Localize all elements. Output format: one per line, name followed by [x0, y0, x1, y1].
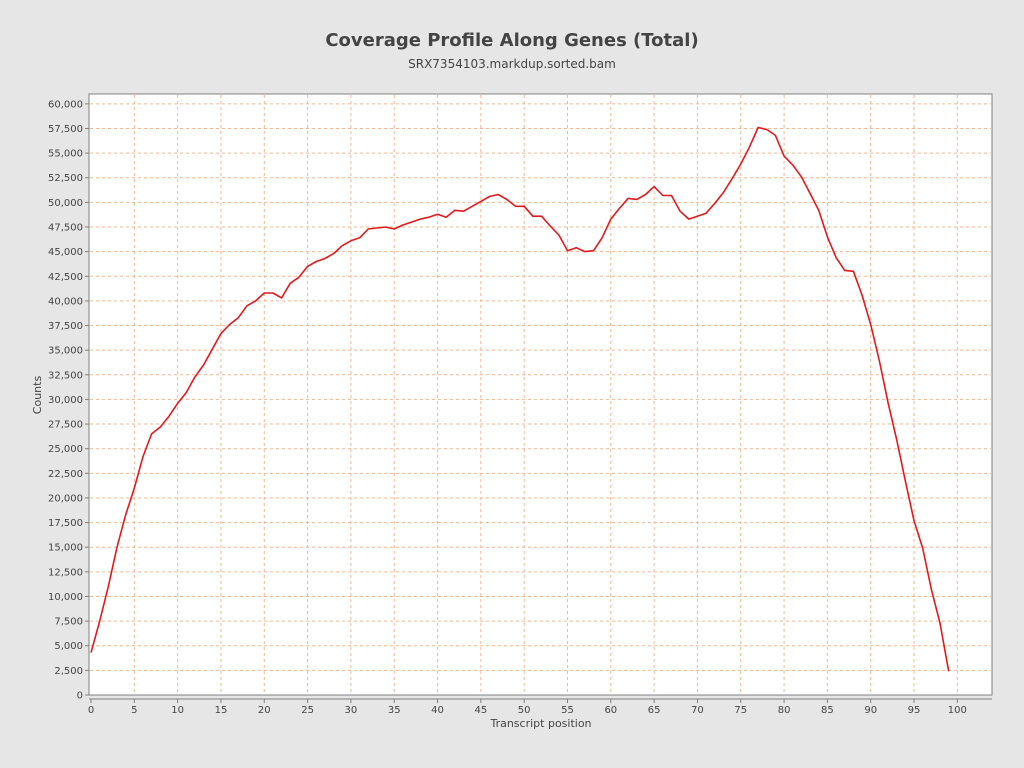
- x-tick-label: 70: [691, 705, 704, 716]
- x-tick-label: 60: [604, 705, 617, 716]
- y-tick-label: 5,000: [54, 641, 83, 652]
- chart-title: Coverage Profile Along Genes (Total): [325, 30, 699, 51]
- y-tick-label: 57,500: [48, 124, 83, 135]
- y-tick-label: 7,500: [54, 617, 83, 628]
- series-line-1: [90, 126, 950, 672]
- y-tick-label: 27,500: [48, 420, 83, 431]
- x-tick-label: 50: [518, 705, 531, 716]
- grid-lines: [90, 95, 992, 695]
- y-tick-label: 25,000: [48, 444, 83, 455]
- x-axis-label: Transcript position: [489, 717, 591, 730]
- x-tick-label: 95: [908, 705, 921, 716]
- y-tick-label: 50,000: [48, 198, 83, 209]
- y-tick-label: 55,000: [48, 149, 83, 160]
- x-tick-label: 35: [388, 705, 401, 716]
- series-layer: [90, 126, 950, 672]
- x-tick-label: 75: [734, 705, 747, 716]
- x-tick-label: 20: [258, 705, 271, 716]
- y-tick-label: 30,000: [48, 395, 83, 406]
- x-tick-label: 40: [431, 705, 444, 716]
- y-tick-label: 17,500: [48, 518, 83, 529]
- x-tick-label: 10: [171, 705, 184, 716]
- y-tick-label: 40,000: [48, 296, 83, 307]
- x-tick-label: 55: [561, 705, 574, 716]
- x-axis-ticks: 0 5 10 15 20 25 30 35 40 45 50 55 60 65 70 75 80 85 90 95 10…: [88, 699, 967, 716]
- x-tick-label: 25: [301, 705, 314, 716]
- y-axis-ticks: 0 2,500 5,000 7,500 10,000 12,500 15,000 17,500…: [48, 99, 89, 702]
- y-tick-label: 52,500: [48, 173, 83, 184]
- x-tick-label: 0: [88, 705, 94, 716]
- y-tick-label: 32,500: [48, 370, 83, 381]
- y-tick-label: 37,500: [48, 321, 83, 332]
- x-tick-label: 65: [648, 705, 661, 716]
- y-tick-label: 22,500: [48, 469, 83, 480]
- y-tick-label: 12,500: [48, 567, 83, 578]
- x-tick-label: 5: [131, 705, 137, 716]
- x-tick-label: 80: [778, 705, 791, 716]
- x-tick-label: 85: [821, 705, 834, 716]
- x-tick-label: 100: [948, 705, 967, 716]
- y-tick-label: 35,000: [48, 346, 83, 357]
- axes: [88, 94, 992, 700]
- y-tick-label: 2,500: [54, 666, 83, 677]
- x-tick-label: 30: [345, 705, 358, 716]
- y-tick-label: 47,500: [48, 223, 83, 234]
- chart-subtitle: SRX7354103.markdup.sorted.bam: [408, 57, 616, 71]
- plot-area: [88, 93, 993, 696]
- y-tick-label: 60,000: [48, 99, 83, 110]
- x-tick-label: 15: [215, 705, 228, 716]
- x-tick-label: 90: [864, 705, 877, 716]
- y-tick-label: 42,500: [48, 272, 83, 283]
- y-tick-label: 45,000: [48, 247, 83, 258]
- y-tick-label: 10,000: [48, 592, 83, 603]
- x-tick-label: 45: [474, 705, 487, 716]
- y-tick-label: 20,000: [48, 493, 83, 504]
- y-tick-label: 15,000: [48, 543, 83, 554]
- y-axis-label: Counts: [31, 376, 44, 415]
- y-tick-label: 0: [77, 691, 83, 702]
